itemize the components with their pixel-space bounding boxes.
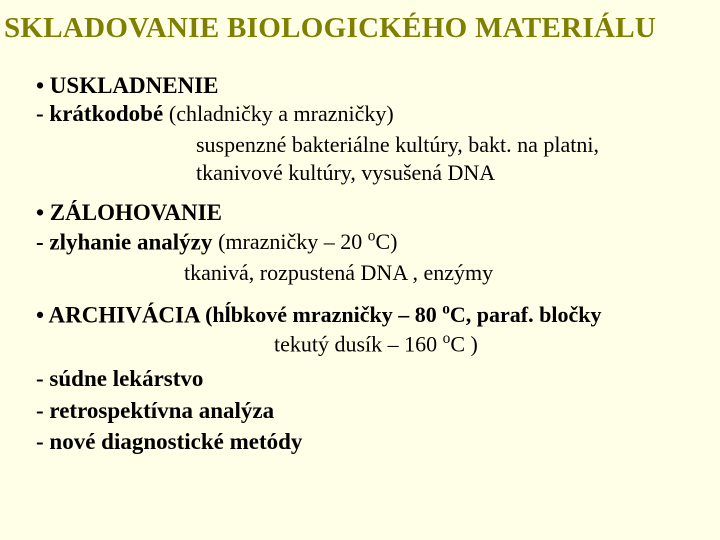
page-title: SKLADOVANIE BIOLOGICKÉHO MATERIÁLU [0, 0, 720, 45]
uskladnenie-sub-note: (chladničky a mrazničky) [169, 101, 394, 126]
uskladnenie-detail-1: suspenzné bakteriálne kultúry, bakt. na … [196, 131, 684, 159]
uskladnenie-details: suspenzné bakteriálne kultúry, bakt. na … [196, 131, 684, 186]
archivacia-dash-2: - retrospektívna analýza [36, 395, 684, 426]
uskladnenie-heading: • USKLADNENIE [36, 73, 684, 99]
archivacia-dash-list: - súdne lekárstvo - retrospektívna analý… [36, 363, 684, 456]
zalohovanie-heading: • ZÁLOHOVANIE [36, 200, 684, 226]
zalohovanie-subhead: - zlyhanie analýzy (mrazničky – 20 oC) [36, 228, 684, 255]
zalohovanie-sub-note: (mrazničky – 20 oC) [218, 229, 397, 254]
archivacia-heading: • ARCHIVÁCIA (hĺbkové mrazničky – 80 oC,… [36, 301, 684, 328]
zalohovanie-detail: tkanivá, rozpustená DNA , enzýmy [184, 259, 684, 287]
archivacia-note-1: (hĺbkové mrazničky – 80 oC, paraf. bločk… [205, 302, 601, 327]
uskladnenie-detail-2: tkanivové kultúry, vysušená DNA [196, 159, 684, 187]
content-container: • USKLADNENIE - krátkodobé (chladničky a… [0, 73, 720, 457]
archivacia-dash-1: - súdne lekárstvo [36, 363, 684, 394]
archivacia-dash-3: - nové diagnostické metódy [36, 426, 684, 457]
archivacia-bullet: • ARCHIVÁCIA [36, 302, 205, 327]
uskladnenie-sub-bold: - krátkodobé [36, 101, 169, 126]
archivacia-note-2: tekutý dusík – 160 oC ) [274, 330, 684, 357]
zalohovanie-sub-bold: - zlyhanie analýzy [36, 229, 218, 254]
uskladnenie-subhead: - krátkodobé (chladničky a mrazničky) [36, 101, 684, 127]
